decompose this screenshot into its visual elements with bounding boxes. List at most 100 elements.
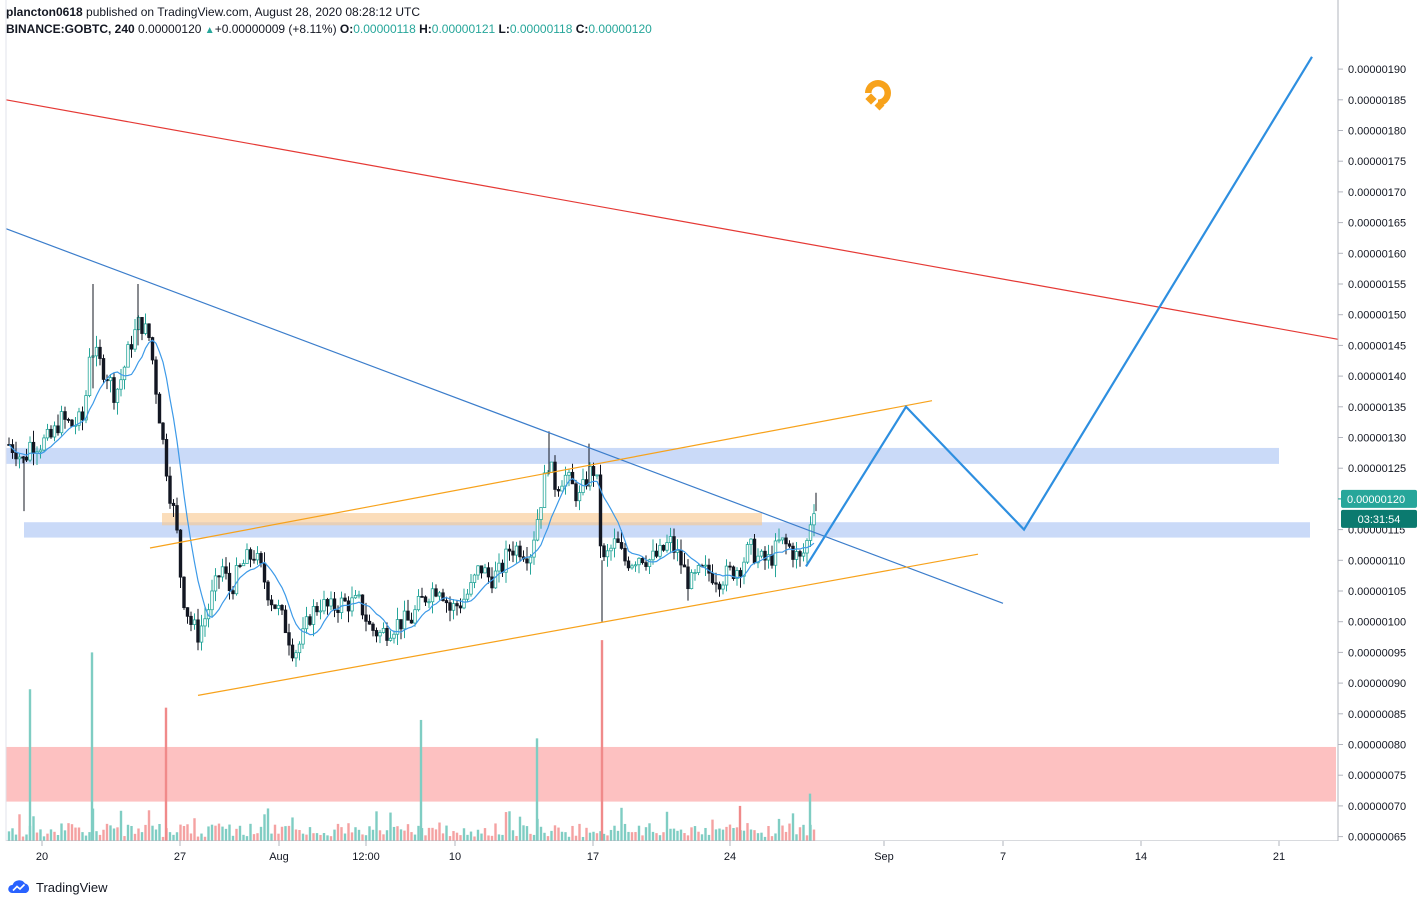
volume-bar: [704, 827, 707, 841]
close-label: C:: [575, 22, 589, 36]
red-volume-zone: [6, 746, 1336, 802]
candle-body: [553, 461, 557, 490]
volume-bar: [665, 811, 669, 841]
candle-body: [497, 562, 501, 572]
candle-body: [661, 544, 666, 551]
volume-bar: [746, 823, 749, 841]
candle-body: [710, 572, 715, 584]
candle-body: [794, 551, 799, 560]
candle-body: [448, 602, 452, 611]
volume-bar: [382, 834, 385, 841]
candle-body: [668, 536, 673, 544]
candle-body: [507, 548, 512, 552]
candle-body: [245, 549, 249, 564]
candle-body: [479, 565, 484, 574]
candle-body: [283, 609, 288, 634]
close-value: 0.00000120: [588, 22, 652, 36]
candle-body: [686, 566, 690, 590]
volume-bar: [553, 825, 557, 841]
last-price: 0.00000120: [138, 22, 202, 36]
price-tick-label: 0.00000145: [1348, 340, 1406, 352]
candle-body: [378, 632, 382, 637]
candle-body: [276, 604, 281, 609]
price-tick-label: 0.00000160: [1348, 248, 1406, 260]
candle-body: [252, 558, 256, 561]
volume-bar: [242, 834, 245, 841]
volume-bar: [252, 834, 256, 841]
candle-body: [787, 543, 792, 547]
volume-bar: [494, 823, 497, 841]
volume-bar: [791, 813, 795, 841]
candle-body: [434, 588, 438, 597]
tradingview-branding[interactable]: TradingView: [6, 879, 108, 895]
volume-bar: [683, 833, 686, 841]
candle-body: [476, 565, 480, 576]
candle-body: [437, 592, 442, 597]
volume-bar: [711, 819, 714, 841]
candle-body: [423, 596, 428, 603]
volume-bar: [406, 824, 410, 841]
orange-zone: [162, 513, 762, 526]
published-text: published on TradingView.com, August 28,…: [86, 5, 421, 19]
candle-body: [115, 388, 120, 403]
candle-body: [549, 461, 554, 473]
publisher-name[interactable]: plancton0618: [6, 5, 83, 19]
time-tick-label: 21: [1273, 851, 1285, 863]
price-tick-label: 0.00000170: [1348, 187, 1406, 199]
candle-body: [567, 471, 571, 476]
candle-body: [122, 366, 127, 381]
volume-bar: [756, 833, 760, 841]
volume-bar: [693, 826, 697, 841]
volume-bar: [224, 828, 228, 841]
countdown-badge-value: 03:31:54: [1358, 514, 1401, 526]
volume-bar: [623, 823, 627, 841]
volume-bar: [371, 829, 375, 841]
candle-body: [416, 595, 421, 611]
candle-body: [637, 557, 641, 566]
volume-bar: [340, 827, 343, 841]
candle-body: [640, 557, 645, 564]
volume-bar: [613, 825, 616, 841]
volume-bar: [102, 829, 105, 841]
candle-body: [28, 441, 32, 461]
candle-body: [381, 627, 386, 633]
volume-bar: [452, 831, 455, 841]
volume-bar: [557, 827, 560, 841]
volume-bar: [672, 828, 676, 841]
candle-body: [665, 542, 669, 551]
volume-bar: [312, 833, 315, 841]
last-price-badge-value: 0.00000120: [1347, 494, 1405, 506]
candle-body: [213, 575, 218, 592]
time-tick-label: Sep: [874, 851, 894, 863]
candle-body: [742, 561, 746, 577]
volume-bar: [483, 828, 487, 841]
volume-bar: [126, 824, 130, 841]
volume-bar: [375, 811, 378, 841]
volume-bar: [200, 833, 203, 841]
volume-bar: [441, 833, 445, 841]
volume-bar: [389, 812, 392, 841]
volume-bar: [438, 822, 441, 841]
time-tick-label: 17: [587, 851, 599, 863]
candle-body: [343, 597, 347, 602]
volume-bar: [459, 835, 462, 841]
candle-body: [542, 472, 547, 508]
volume-bar: [592, 831, 595, 841]
volume-bar: [343, 833, 347, 841]
volume-bar: [616, 830, 620, 841]
volume-bar: [658, 835, 662, 841]
symbol-name[interactable]: BINANCE:GOBTC, 240: [6, 22, 135, 36]
volume-bar: [728, 824, 732, 841]
time-tick-label: 24: [724, 851, 736, 863]
candle-body: [609, 547, 613, 552]
symbol-legend: BINANCE:GOBTC, 240 0.00000120 ▲+0.000000…: [6, 22, 652, 36]
price-tick-label: 0.00000180: [1348, 126, 1406, 138]
candle-body: [332, 598, 337, 611]
candle-body: [644, 562, 648, 567]
price-tick-label: 0.00000150: [1348, 310, 1406, 322]
volume-bar: [137, 828, 140, 841]
orange-channel-upper: [149, 400, 933, 549]
volume-bar: [147, 810, 151, 841]
candle-body: [759, 550, 764, 557]
